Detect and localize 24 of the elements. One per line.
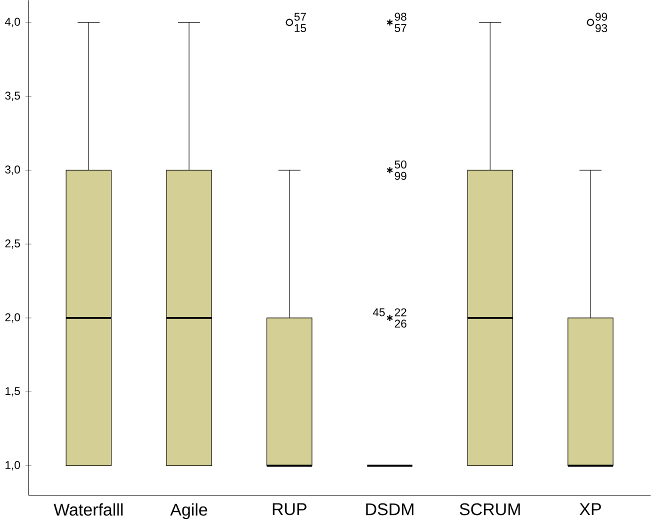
x-tick-label: Waterfalll [54, 503, 123, 516]
annotation: 93 [596, 24, 608, 32]
x-tick-label: SCRUM [460, 503, 520, 516]
y-tick-label: 2,5 [5, 239, 20, 249]
x-tick-label: RUP [272, 503, 306, 516]
annotation: 15 [294, 24, 306, 32]
annotation: 99 [596, 12, 608, 21]
y-tick-label: 4,0 [4, 18, 20, 28]
x-tick-label: DSDM [366, 503, 414, 516]
annotation: 26 [394, 320, 406, 328]
annotation: 98 [394, 12, 406, 21]
x-tick-label: Agile [170, 503, 208, 520]
annotation: 57 [294, 12, 306, 21]
y-tick-label: 2,0 [5, 313, 20, 323]
y-tick-label: 1,0 [6, 461, 20, 470]
y-tick-label: 3,5 [5, 92, 20, 102]
y-tick-label: 1,5 [6, 387, 20, 397]
y-tick-label: 3,0 [5, 166, 20, 175]
annotation: 50 [394, 160, 406, 169]
annotation: 45 [372, 308, 385, 316]
annotation: 22 [394, 308, 406, 316]
annotation: 99 [394, 172, 406, 180]
x-tick-label: XP [580, 503, 601, 516]
annotation: 57 [394, 24, 406, 32]
